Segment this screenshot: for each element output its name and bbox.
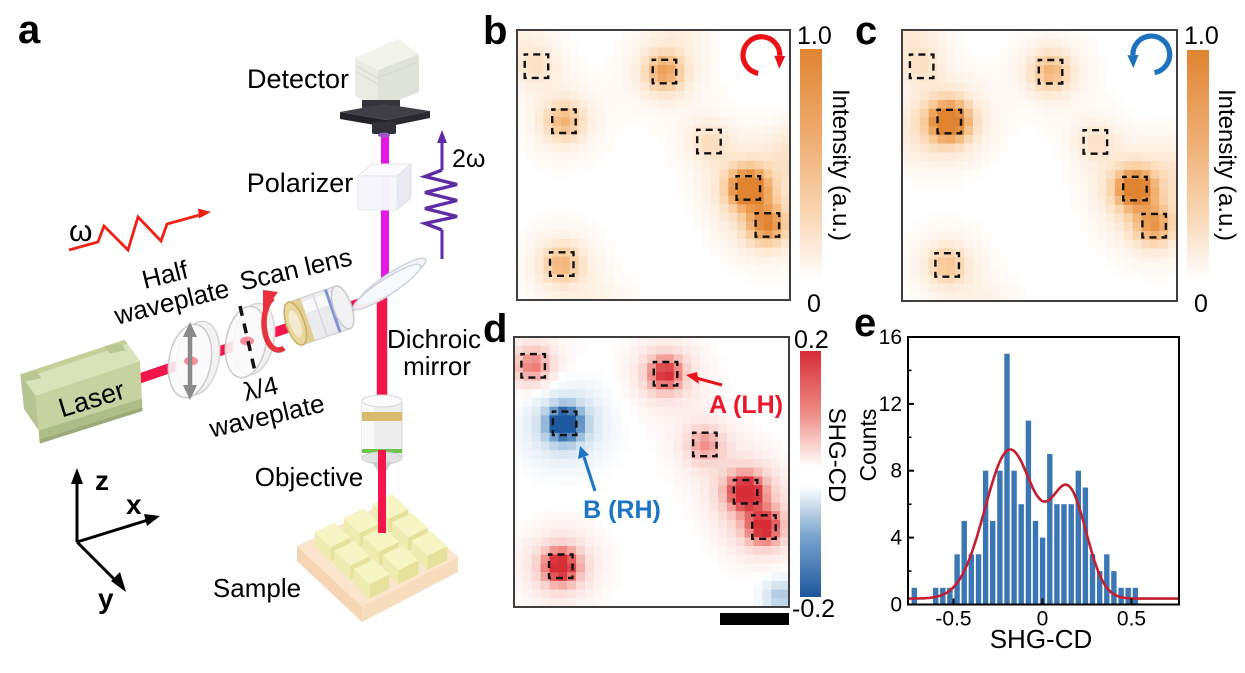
- svg-text:Detector: Detector: [247, 64, 349, 94]
- svg-text:B (RH): B (RH): [583, 496, 661, 524]
- svg-text:mirror: mirror: [403, 351, 471, 381]
- svg-text:8: 8: [890, 460, 902, 483]
- svg-text:Intensity (a.u.): Intensity (a.u.): [1213, 89, 1240, 241]
- svg-text:0: 0: [1194, 290, 1208, 318]
- svg-text:Objective: Objective: [255, 462, 363, 492]
- svg-text:12: 12: [879, 393, 902, 416]
- svg-text:Counts: Counts: [855, 409, 881, 482]
- svg-text:16: 16: [879, 326, 902, 349]
- svg-text:b: b: [483, 9, 507, 53]
- svg-text:A (LH): A (LH): [709, 391, 783, 419]
- svg-text:-0.5: -0.5: [935, 608, 971, 631]
- svg-text:4: 4: [890, 527, 902, 550]
- svg-text:SHG-CD: SHG-CD: [823, 408, 850, 503]
- svg-text:Dichroic: Dichroic: [387, 324, 481, 354]
- svg-text:c: c: [855, 9, 877, 53]
- svg-text:SHG-CD: SHG-CD: [990, 624, 1093, 654]
- svg-text:y: y: [98, 583, 114, 614]
- svg-text:Intensity (a.u.): Intensity (a.u.): [827, 89, 854, 241]
- svg-text:d: d: [483, 307, 507, 351]
- svg-text:0: 0: [890, 594, 902, 617]
- svg-text:0: 0: [807, 290, 821, 318]
- svg-text:0: 0: [1037, 608, 1049, 631]
- svg-text:0.5: 0.5: [1117, 608, 1146, 631]
- svg-text:a: a: [18, 8, 41, 52]
- svg-text:e: e: [854, 301, 876, 345]
- svg-text:Sample: Sample: [213, 573, 301, 603]
- svg-text:x: x: [126, 489, 142, 520]
- svg-text:-0.2: -0.2: [792, 595, 835, 623]
- svg-text:2ω: 2ω: [452, 145, 485, 173]
- svg-text:1.0: 1.0: [1184, 22, 1219, 50]
- svg-text:1.0: 1.0: [797, 22, 832, 50]
- svg-text:0.2: 0.2: [794, 326, 829, 354]
- svg-text:ω: ω: [69, 215, 92, 248]
- svg-text:Polarizer: Polarizer: [247, 168, 354, 198]
- svg-text:z: z: [95, 465, 109, 496]
